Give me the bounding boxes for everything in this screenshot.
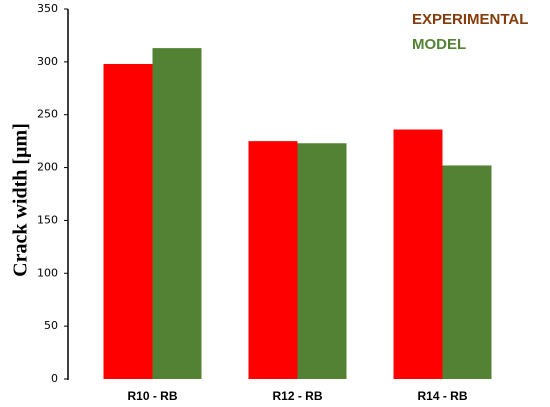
y-tick-label: 100 bbox=[37, 266, 58, 279]
legend-label: MODEL bbox=[412, 36, 466, 53]
x-tick-label: R12 - RB bbox=[272, 389, 322, 403]
bar bbox=[248, 141, 298, 379]
y-tick-label: 150 bbox=[37, 213, 58, 226]
bar bbox=[152, 48, 202, 379]
y-axis-label: Crack width [µm] bbox=[10, 123, 32, 277]
bar bbox=[103, 63, 153, 379]
y-tick-label: 50 bbox=[44, 319, 58, 332]
y-tick-label: 200 bbox=[37, 161, 58, 174]
legend-label: EXPERIMENTAL bbox=[412, 11, 528, 28]
bar bbox=[442, 165, 492, 379]
y-tick-label: 300 bbox=[37, 55, 58, 68]
y-tick-label: 350 bbox=[37, 2, 58, 15]
bar bbox=[393, 129, 443, 379]
y-tick-label: 0 bbox=[51, 372, 58, 385]
bar bbox=[297, 143, 347, 379]
x-tick-label: R14 - RB bbox=[417, 389, 467, 403]
y-tick-label: 250 bbox=[37, 108, 58, 121]
x-tick-label: R10 - RB bbox=[127, 389, 177, 403]
